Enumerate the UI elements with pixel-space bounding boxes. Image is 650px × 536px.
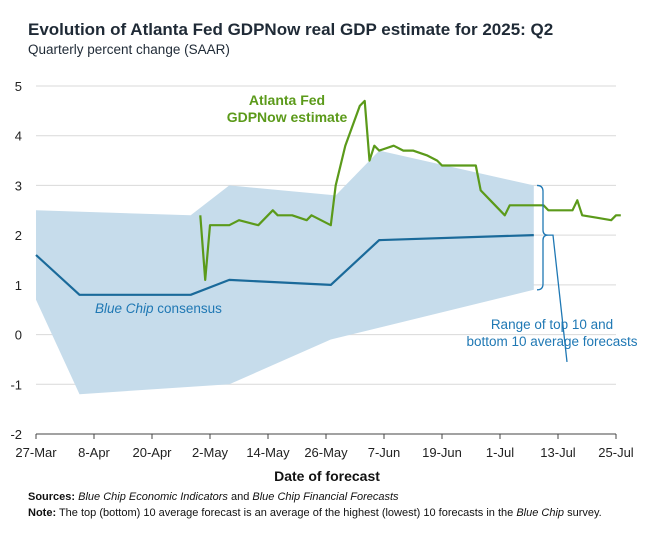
- x-tick-label: 8-Apr: [78, 445, 110, 460]
- footer-note: Note: The top (bottom) 10 average foreca…: [28, 507, 602, 519]
- x-tick-label: 1-Jul: [486, 445, 514, 460]
- x-tick-label: 26-May: [304, 445, 348, 460]
- y-tick-label: -1: [10, 377, 22, 392]
- y-tick-label: 1: [15, 278, 22, 293]
- x-axis-label: Date of forecast: [274, 468, 380, 484]
- note-italic: Blue Chip: [516, 507, 565, 519]
- y-tick-label: -2: [10, 427, 22, 442]
- x-tick-label: 27-Mar: [15, 445, 57, 460]
- x-tick-label: 14-May: [246, 445, 290, 460]
- bluechip-label-italic: Blue Chip: [95, 301, 154, 316]
- range-brace: [536, 184, 568, 362]
- gdpnow-label-line1: Atlanta Fed: [249, 92, 325, 108]
- chart-subtitle: Quarterly percent change (SAAR): [28, 42, 230, 57]
- bluechip-line: [35, 234, 534, 296]
- range-brace-path: [536, 184, 549, 291]
- note-label: Note:: [28, 507, 57, 519]
- sources-italic-2: Blue Chip Financial Forecasts: [252, 491, 399, 503]
- range-leader-line: [548, 234, 568, 362]
- note-end: survey.: [564, 507, 602, 519]
- sources-italic-1: Blue Chip Economic Indicators: [78, 491, 228, 503]
- sources-and: and: [227, 491, 253, 503]
- bluechip-label-rest: consensus: [154, 301, 223, 316]
- y-tick-label: 3: [15, 178, 22, 193]
- range-label-line2: bottom 10 average forecasts: [466, 334, 637, 349]
- x-tick-label: 13-Jul: [540, 445, 576, 460]
- chart-title: Evolution of Atlanta Fed GDPNow real GDP…: [28, 20, 554, 39]
- x-tick-label: 19-Jun: [422, 445, 462, 460]
- y-tick-label: 5: [15, 79, 22, 94]
- forecast-range-band: [36, 150, 534, 395]
- note-text: The top (bottom) 10 average forecast is …: [56, 507, 517, 519]
- gdpnow-line: [199, 99, 621, 281]
- footer-sources: Sources: Blue Chip Economic Indicators a…: [28, 491, 399, 503]
- gdpnow-label-line2: GDPNow estimate: [227, 109, 348, 125]
- bluechip-label: Blue Chip consensus: [95, 301, 222, 316]
- y-tick-label: 4: [15, 129, 22, 144]
- axes: -2 -1 0 1 2 3 4 5 27-Mar 8-Apr 20-Apr 2-May 14-May 26…: [10, 79, 633, 460]
- series-group: [35, 99, 621, 296]
- range-label-line1: Range of top 10 and: [491, 317, 613, 332]
- y-tick-label: 0: [15, 328, 22, 343]
- sources-label: Sources:: [28, 491, 76, 503]
- x-tick-label: 20-Apr: [132, 445, 172, 460]
- y-tick-label: 2: [15, 228, 22, 243]
- x-tick-label: 25-Jul: [598, 445, 634, 460]
- x-tick-label: 2-May: [192, 445, 229, 460]
- x-tick-label: 7-Jun: [368, 445, 401, 460]
